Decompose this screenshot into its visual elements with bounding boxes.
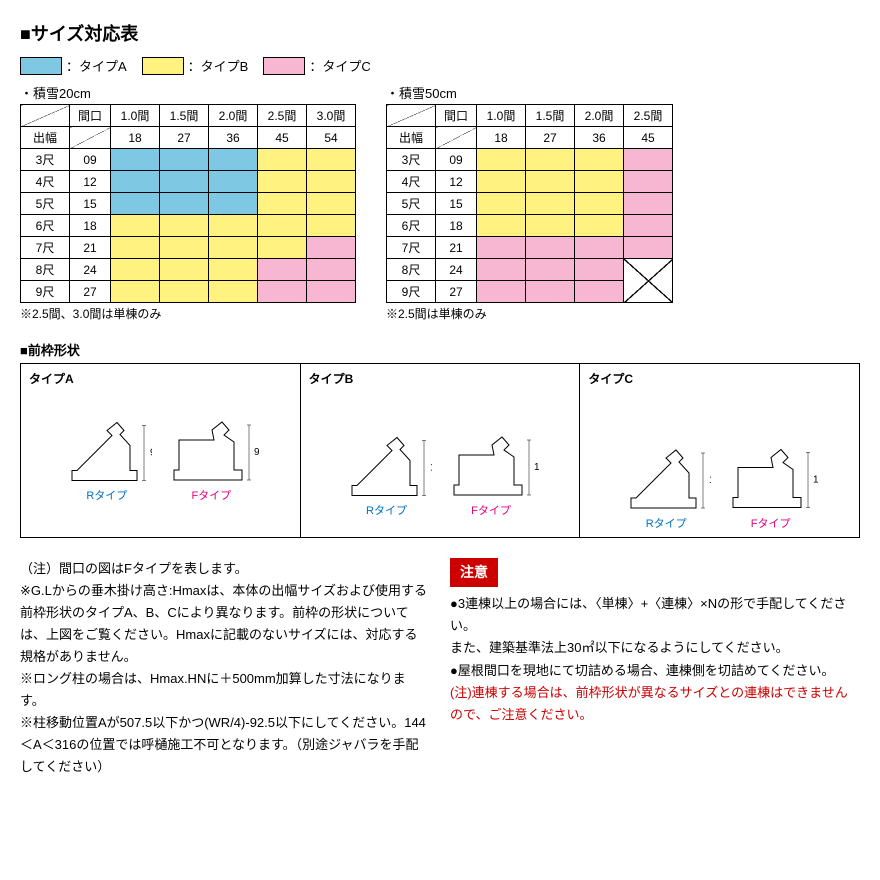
notes-left: （注）間口の図はFタイプを表します。※G.Lからの垂木掛け高さ:Hmaxは、本体… [20,558,430,779]
note-line: ●屋根間口を現地にて切詰める場合、連棟側を切詰めてください。 [450,660,860,682]
notes-right: 注意 ●3連棟以上の場合には、〈単棟〉+〈連棟〉×Nの形で手配してください。 ま… [450,558,860,779]
table-caption: ・積雪50cm [386,83,673,102]
table-note: ※2.5間は単棟のみ [386,305,673,322]
svg-text:98: 98 [254,447,259,458]
profile-cell-2: タイプC152Rタイプ153Fタイプ [580,364,859,537]
table-block-1: ・積雪50cm 間口1.0間1.5間2.0間2.5間出幅182736453尺094… [386,83,673,322]
svg-text:153: 153 [813,475,818,486]
note-line: ※G.Lからの垂木掛け高さ:Hmaxは、本体の出幅サイズおよび使用する前枠形状の… [20,580,430,668]
notes-right-body: ●3連棟以上の場合には、〈単棟〉+〈連棟〉×Nの形で手配してください。 また、建… [450,593,860,681]
note-line: （注）間口の図はFタイプを表します。 [20,558,430,580]
legend-label-c: ：タイプC [309,56,370,75]
legend: ：タイプA ：タイプB ：タイプC [20,56,860,75]
size-table: 間口1.0間1.5間2.0間2.5間出幅182736453尺094尺125尺15… [386,104,673,303]
svg-text:128: 128 [534,462,539,473]
table-note: ※2.5間、3.0間は単棟のみ [20,305,356,322]
swatch-b [142,57,184,75]
notes-row: （注）間口の図はFタイプを表します。※G.Lからの垂木掛け高さ:Hmaxは、本体… [20,558,860,779]
notice-badge: 注意 [450,558,498,588]
page-title: ■サイズ対応表 [20,20,860,46]
profile-cell-1: タイプB127Rタイプ128Fタイプ [301,364,581,537]
profile-heading: ■前枠形状 [20,340,860,359]
profile-cell-0: タイプA97Rタイプ98Fタイプ [21,364,301,537]
svg-text:97: 97 [150,447,152,458]
legend-item-b: ：タイプB [142,56,249,75]
svg-text:152: 152 [709,475,711,486]
svg-text:127: 127 [430,462,432,473]
swatch-a [20,57,62,75]
note-line: ※柱移動位置Aが507.5以下かつ(WR/4)-92.5以下にしてください。14… [20,712,430,778]
legend-label-b: ：タイプB [188,56,249,75]
tables-row: ・積雪20cm 間口1.0間1.5間2.0間2.5間3.0間出幅182736455… [20,83,860,322]
swatch-c [263,57,305,75]
legend-item-c: ：タイプC [263,56,370,75]
notes-right-red: (注)連棟する場合は、前枠形状が異なるサイズとの連棟はできませんので、ご注意くだ… [450,682,860,726]
table-block-0: ・積雪20cm 間口1.0間1.5間2.0間2.5間3.0間出幅182736455… [20,83,356,322]
size-table: 間口1.0間1.5間2.0間2.5間3.0間出幅18273645543尺094尺… [20,104,356,303]
table-caption: ・積雪20cm [20,83,356,102]
profile-row: タイプA97Rタイプ98FタイプタイプB127Rタイプ128FタイプタイプC15… [20,363,860,538]
note-line: ●3連棟以上の場合には、〈単棟〉+〈連棟〉×Nの形で手配してください。 また、建… [450,593,860,659]
note-line: ※ロング柱の場合は、Hmax.HNに＋500mm加算した寸法になります。 [20,668,430,712]
legend-item-a: ：タイプA [20,56,127,75]
legend-label-a: ：タイプA [66,56,127,75]
